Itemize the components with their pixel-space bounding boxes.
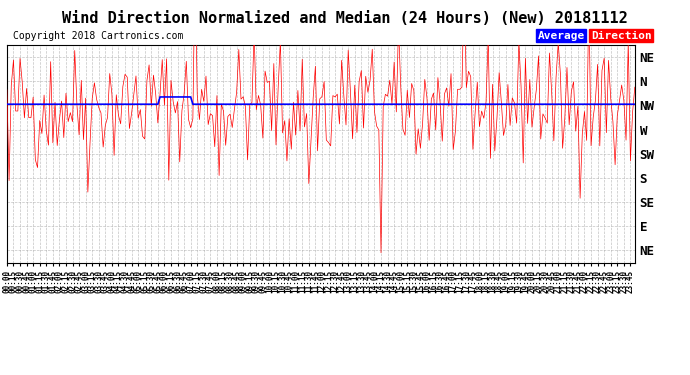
Text: Copyright 2018 Cartronics.com: Copyright 2018 Cartronics.com [13, 31, 184, 40]
Text: Average: Average [538, 31, 584, 40]
Text: Direction: Direction [591, 31, 651, 40]
Text: Wind Direction Normalized and Median (24 Hours) (New) 20181112: Wind Direction Normalized and Median (24… [62, 11, 628, 26]
